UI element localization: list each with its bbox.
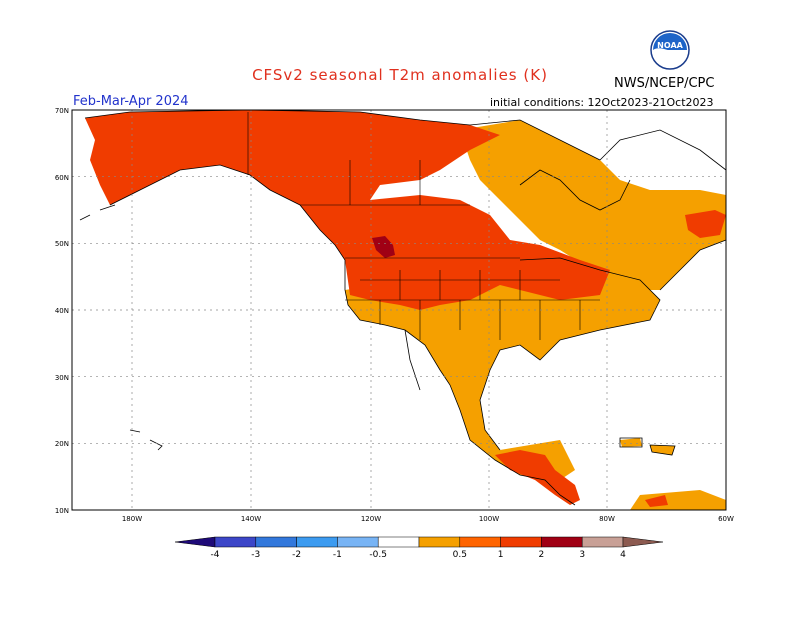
colorbar-arrow-high — [622, 536, 664, 548]
lon-label: 120W — [361, 515, 381, 523]
initial-conditions-label: initial conditions: 12Oct2023-21Oct2023 — [490, 96, 714, 109]
colorbar-label: -3 — [251, 550, 260, 560]
colorbar-segment — [296, 536, 338, 548]
lon-label: 100W — [479, 515, 499, 523]
colorbar: -4 -3 -2 -1 -0.5 0.5 1 2 3 4 — [174, 536, 664, 560]
lat-label: 60N — [55, 174, 69, 182]
colorbar-label: 1 — [498, 550, 504, 560]
organization-label: NWS/NCEP/CPC — [614, 76, 715, 91]
lat-label: 50N — [55, 240, 69, 248]
colorbar-segment — [255, 536, 297, 548]
colorbar-label: 4 — [620, 550, 626, 560]
political-borders — [247, 112, 600, 340]
lon-label: 60W — [718, 515, 734, 523]
colorbar-label: 2 — [539, 550, 545, 560]
colorbar-segment — [337, 536, 379, 548]
lon-label: 80W — [599, 515, 615, 523]
colorbar-segment — [541, 536, 583, 548]
colorbar-segment — [214, 536, 257, 548]
colorbar-arrow-low — [174, 536, 216, 548]
svg-text:NOAA: NOAA — [657, 41, 683, 50]
anomaly-region-05-1 — [345, 120, 726, 510]
season-label: Feb-Mar-Apr 2024 — [73, 94, 189, 109]
lon-label: 180W — [122, 515, 142, 523]
colorbar-segment — [418, 536, 461, 548]
map-title: CFSv2 seasonal T2m anomalies (K) — [252, 66, 548, 84]
lat-label: 10N — [55, 507, 69, 515]
latitude-labels: 70N 60N 50N 40N 30N 20N 10N — [55, 107, 69, 515]
coastlines — [79, 109, 727, 506]
map-frame — [71, 109, 727, 511]
colorbar-label: -2 — [292, 550, 301, 560]
colorbar-label: 0.5 — [453, 550, 467, 560]
gridlines — [72, 110, 726, 510]
colorbar-label: -4 — [211, 550, 220, 560]
lat-label: 40N — [55, 307, 69, 315]
colorbar-label: -1 — [333, 550, 342, 560]
colorbar-label: 3 — [579, 550, 585, 560]
colorbar-segment — [459, 536, 501, 548]
colorbar-segment — [377, 536, 420, 548]
colorbar-segment — [500, 536, 542, 548]
lat-label: 20N — [55, 440, 69, 448]
lat-label: 30N — [55, 374, 69, 382]
noaa-logo-icon: NOAA — [650, 30, 690, 70]
lon-label: 140W — [241, 515, 261, 523]
colorbar-label: -0.5 — [369, 550, 387, 560]
longitude-labels: 180W 140W 120W 100W 80W 60W — [122, 515, 734, 523]
lat-label: 70N — [55, 107, 69, 115]
anomaly-region-1-2 — [85, 110, 726, 507]
colorbar-segment — [581, 536, 624, 548]
anomaly-region-2-3 — [372, 236, 395, 258]
